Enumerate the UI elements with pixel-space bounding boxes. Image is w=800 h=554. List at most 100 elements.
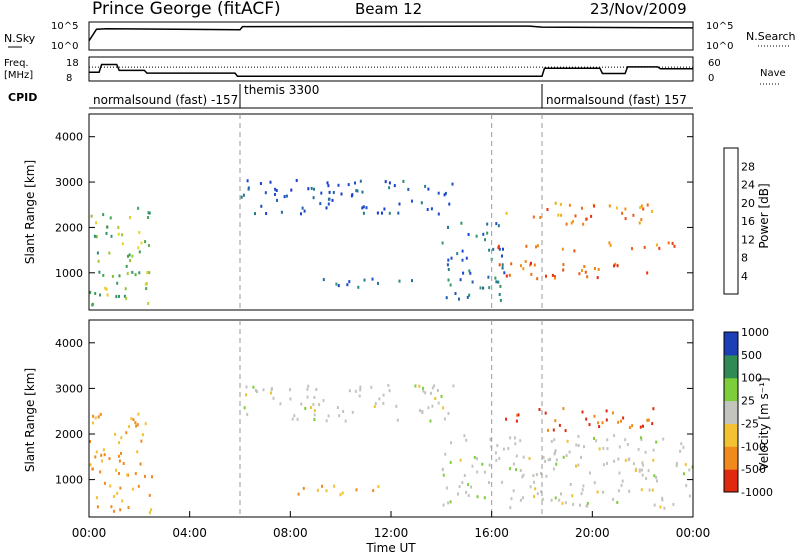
- y-tick-label: 2000: [55, 221, 83, 234]
- data-cell: [328, 197, 331, 201]
- data-cell: [322, 399, 325, 403]
- x-tick-label: 12:00: [374, 526, 409, 540]
- data-cell: [269, 391, 272, 395]
- data-cell: [361, 206, 364, 210]
- data-cell: [656, 479, 658, 483]
- station-title: Prince George (fitACF): [92, 0, 281, 19]
- data-cell: [382, 401, 385, 405]
- data-cell: [618, 445, 621, 449]
- data-cell: [95, 221, 98, 225]
- data-cell: [373, 405, 376, 409]
- data-cell: [136, 423, 139, 427]
- data-cell: [593, 414, 596, 418]
- data-cell: [502, 247, 504, 251]
- data-cell: [447, 268, 450, 271]
- data-cell: [578, 272, 581, 276]
- data-cell: [533, 263, 536, 267]
- data-cell: [357, 285, 360, 289]
- data-cell: [327, 184, 330, 188]
- data-cell: [521, 475, 524, 479]
- noise-right-label: N.Search: [746, 30, 796, 43]
- data-cell: [651, 488, 654, 492]
- data-cell: [106, 225, 109, 229]
- data-cell: [433, 384, 436, 388]
- data-cell: [519, 469, 522, 472]
- data-cell: [671, 241, 674, 245]
- data-cell: [538, 408, 541, 411]
- data-cell: [489, 437, 492, 441]
- data-cell: [121, 242, 124, 246]
- power-colorbar-label: Power [dB]: [757, 183, 771, 248]
- data-cell: [131, 270, 134, 274]
- data-cell: [468, 269, 471, 273]
- data-cell: [132, 418, 135, 422]
- cpid-label: CPID: [8, 91, 37, 104]
- data-cell: [653, 474, 656, 478]
- data-cell: [557, 213, 560, 217]
- cpid-segment: normalsound (fast) 157: [541, 84, 687, 108]
- data-cell: [144, 240, 147, 244]
- data-cell: [93, 234, 96, 238]
- velocity-panel: 1000 2000 3000 4000 00:00 04:00 08:00 12:00 16:…: [23, 319, 773, 554]
- data-cell: [125, 264, 128, 268]
- data-cell: [354, 389, 357, 393]
- data-cell: [611, 411, 614, 415]
- data-cell: [138, 231, 141, 234]
- data-cell: [688, 494, 691, 498]
- data-cell: [550, 498, 553, 502]
- data-cell: [359, 388, 362, 392]
- data-cell: [628, 426, 631, 429]
- data-cell: [340, 192, 343, 196]
- data-cell: [550, 439, 553, 443]
- data-cell: [113, 495, 116, 498]
- data-cell: [583, 445, 585, 449]
- data-cell: [522, 473, 525, 477]
- data-cell: [530, 272, 533, 276]
- data-cell: [470, 485, 472, 489]
- data-cell: [444, 191, 447, 195]
- data-cell: [447, 501, 450, 505]
- data-cell: [459, 278, 462, 282]
- data-cell: [598, 425, 601, 429]
- data-cell: [447, 278, 450, 282]
- data-cell: [115, 468, 118, 472]
- data-cell: [541, 497, 544, 501]
- data-cell: [442, 473, 445, 477]
- data-cell: [134, 472, 137, 476]
- data-cell: [118, 459, 121, 463]
- power-colorbar: 4 8 12 16 20 24 28: [723, 147, 755, 295]
- data-cell: [139, 462, 142, 466]
- colorbar-swatch: [724, 469, 738, 493]
- data-cell: [145, 287, 148, 291]
- data-cell: [473, 455, 476, 459]
- data-cell: [536, 244, 539, 248]
- data-cell: [555, 458, 558, 462]
- data-cell: [642, 207, 645, 211]
- data-cell: [120, 451, 122, 455]
- data-cell: [631, 424, 634, 428]
- data-cell: [606, 447, 609, 451]
- data-cell: [517, 413, 520, 417]
- data-cell: [131, 487, 134, 491]
- data-cell: [555, 462, 558, 466]
- data-cell: [319, 202, 322, 206]
- data-cell: [270, 387, 273, 391]
- data-cell: [327, 202, 330, 206]
- data-cell: [476, 470, 479, 474]
- data-cell: [147, 302, 150, 305]
- data-cell: [639, 436, 642, 440]
- data-cell: [505, 211, 508, 215]
- data-cell: [588, 423, 591, 427]
- data-cell: [519, 439, 522, 443]
- data-cell: [585, 417, 588, 421]
- data-cell: [376, 211, 379, 215]
- data-cell: [675, 464, 678, 468]
- data-cell: [122, 462, 125, 465]
- data-cell: [616, 206, 618, 210]
- data-cell: [421, 411, 424, 415]
- data-cell: [452, 384, 455, 388]
- data-cell: [362, 211, 365, 215]
- data-cell: [639, 425, 642, 429]
- data-cell: [535, 245, 537, 249]
- data-cell: [247, 186, 250, 190]
